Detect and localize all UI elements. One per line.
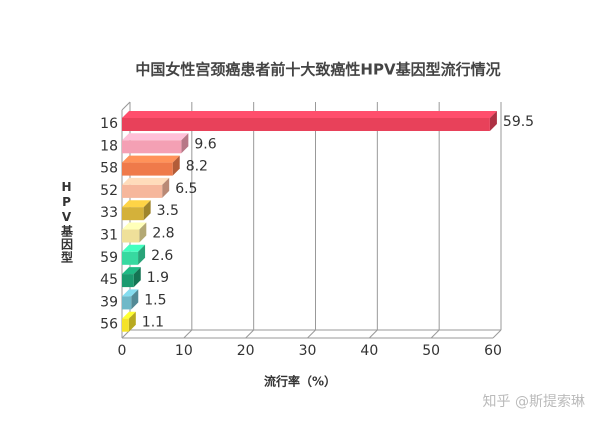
bar-side xyxy=(489,111,497,131)
y-tick-label: 39 xyxy=(100,294,118,310)
grid-line xyxy=(368,329,378,339)
value-label: 3.5 xyxy=(157,203,179,219)
y-axis-title: HPV基因型 xyxy=(60,180,74,264)
value-label: 2.8 xyxy=(152,226,174,242)
bar xyxy=(122,184,163,198)
axis-line xyxy=(121,101,131,111)
y-tick-label: 45 xyxy=(100,272,118,288)
bar-side xyxy=(128,311,136,332)
x-tick-label: 50 xyxy=(422,343,440,359)
y-tick-label: 52 xyxy=(100,183,118,199)
bar-side xyxy=(139,222,147,243)
y-tick-label: 18 xyxy=(100,138,118,154)
bar xyxy=(122,207,144,221)
x-tick-label: 0 xyxy=(118,343,127,359)
bar-top xyxy=(122,311,136,319)
chart-title: 中国女性宫颈癌患者前十大致癌性HPV基因型流行情况 xyxy=(135,61,500,79)
y-tick-label: 31 xyxy=(100,228,118,244)
y-tick-label: 33 xyxy=(100,205,118,221)
watermark: 知乎 @斯提索琳 xyxy=(483,393,585,410)
bar xyxy=(122,296,132,310)
bar-side xyxy=(181,133,189,154)
x-tick-label: 10 xyxy=(175,343,193,359)
y-tick-label: 56 xyxy=(100,317,118,333)
bar-top xyxy=(122,200,151,208)
bar xyxy=(122,274,134,288)
bar-top xyxy=(122,133,189,141)
grid-line xyxy=(492,329,502,339)
x-tick-label: 20 xyxy=(237,343,255,359)
bar xyxy=(122,229,140,243)
bar-side xyxy=(172,155,180,176)
x-tick-label: 40 xyxy=(360,343,378,359)
value-label: 1.1 xyxy=(142,315,164,331)
value-label: 59.5 xyxy=(503,114,534,130)
bar-side xyxy=(143,200,151,221)
bar xyxy=(122,318,129,332)
bar-side xyxy=(162,177,170,198)
x-tick-label: 60 xyxy=(484,343,502,359)
x-tick-label: 30 xyxy=(299,343,317,359)
value-label: 2.6 xyxy=(151,248,173,264)
grid-line xyxy=(307,329,316,339)
bar xyxy=(122,118,490,131)
value-label: 6.5 xyxy=(175,181,197,197)
grid-line xyxy=(430,329,440,339)
value-label: 1.5 xyxy=(144,292,166,308)
bar-top xyxy=(122,244,146,252)
bar-top xyxy=(122,289,139,297)
bar xyxy=(122,162,173,176)
bar-top xyxy=(122,177,170,185)
bar-top xyxy=(122,222,147,230)
bar-top xyxy=(122,267,141,275)
y-tick-label: 59 xyxy=(100,250,118,266)
grid-line xyxy=(183,329,193,339)
bar xyxy=(122,140,182,154)
bar-side xyxy=(131,289,139,310)
bar-top xyxy=(122,155,180,163)
value-label: 9.6 xyxy=(194,136,216,152)
value-label: 1.9 xyxy=(147,270,169,286)
y-tick-label: 58 xyxy=(100,161,118,177)
bar xyxy=(122,251,139,265)
bar-side xyxy=(133,267,141,288)
bar-top xyxy=(122,111,497,118)
bar-side xyxy=(138,244,146,265)
grid-line xyxy=(245,329,255,339)
x-axis-title: 流行率（%） xyxy=(264,374,336,389)
y-tick-label: 16 xyxy=(100,116,118,132)
value-label: 8.2 xyxy=(186,159,208,175)
